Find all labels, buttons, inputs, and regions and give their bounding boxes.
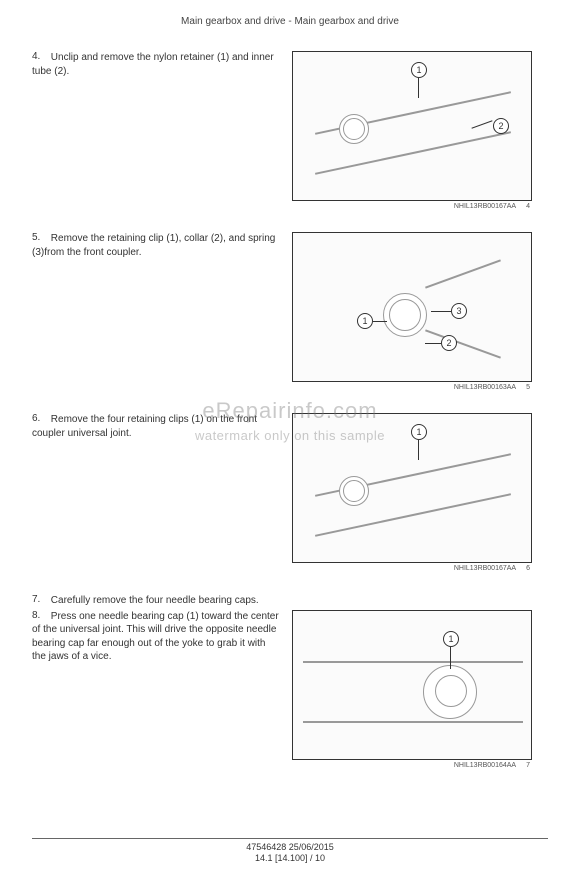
callout-label: 1 xyxy=(357,313,373,329)
footer-line2: 14.1 [14.100] / 10 xyxy=(0,853,580,865)
figure-6: 1 xyxy=(292,413,532,563)
leader-line xyxy=(450,647,451,669)
figure-col: 1 2 NHIL13RB00167AA 4 xyxy=(292,51,532,224)
callout-label: 3 xyxy=(451,303,467,319)
leader-line xyxy=(418,440,419,460)
figure-code: NHIL13RB00163AA xyxy=(454,384,516,391)
figure-code: NHIL13RB00167AA xyxy=(454,203,516,210)
figure-col: 1 NHIL13RB00167AA 6 xyxy=(292,413,532,586)
page-footer: 47546428 25/06/2015 14.1 [14.100] / 10 xyxy=(0,842,580,865)
step-row-8: 8. Press one needle bearing cap (1) towa… xyxy=(32,610,548,783)
figure-5: 1 3 2 xyxy=(292,232,532,382)
step-row-5: 5. Remove the retaining clip (1), collar… xyxy=(32,232,548,405)
footer-line1: 47546428 25/06/2015 xyxy=(0,842,580,854)
figure-caption: NHIL13RB00163AA 5 xyxy=(292,384,532,391)
figure-index: 4 xyxy=(526,203,530,210)
figure-7: 1 xyxy=(292,610,532,760)
step-row-4: 4. Unclip and remove the nylon retainer … xyxy=(32,51,548,224)
callout-label: 1 xyxy=(411,62,427,78)
header-title: Main gearbox and drive - Main gearbox an… xyxy=(181,16,399,27)
callout-label: 2 xyxy=(441,335,457,351)
figure-caption: NHIL13RB00164AA 7 xyxy=(292,762,532,769)
figure-index: 6 xyxy=(526,565,530,572)
figure-code: NHIL13RB00164AA xyxy=(454,762,516,769)
step-number: 7. xyxy=(32,594,48,605)
figure-code: NHIL13RB00167AA xyxy=(454,565,516,572)
step-text-col: 6. Remove the four retaining clips (1) o… xyxy=(32,413,292,440)
step-text-col: 8. Press one needle bearing cap (1) towa… xyxy=(32,610,292,664)
step-number: 6. xyxy=(32,413,48,424)
step-text: Remove the four retaining clips (1) on t… xyxy=(32,414,257,439)
page-header: Main gearbox and drive - Main gearbox an… xyxy=(32,16,548,27)
step-row-6: 6. Remove the four retaining clips (1) o… xyxy=(32,413,548,586)
figure-col: 1 3 2 NHIL13RB00163AA 5 xyxy=(292,232,532,405)
step-text: Remove the retaining clip (1), collar (2… xyxy=(32,233,275,258)
step-number: 8. xyxy=(32,610,48,621)
figure-caption: NHIL13RB00167AA 6 xyxy=(292,565,532,572)
figure-index: 7 xyxy=(526,762,530,769)
leader-line xyxy=(373,321,387,322)
step-number: 5. xyxy=(32,232,48,243)
figure-index: 5 xyxy=(526,384,530,391)
step-number: 4. xyxy=(32,51,48,62)
step-text: Unclip and remove the nylon retainer (1)… xyxy=(32,52,274,77)
leader-line xyxy=(431,311,451,312)
leader-line xyxy=(418,78,419,98)
figure-caption: NHIL13RB00167AA 4 xyxy=(292,203,532,210)
step-row-7: 7. Carefully remove the four needle bear… xyxy=(32,594,548,608)
figure-4: 1 2 xyxy=(292,51,532,201)
step-text: Carefully remove the four needle bearing… xyxy=(51,595,259,606)
figure-col: 1 NHIL13RB00164AA 7 xyxy=(292,610,532,783)
step-text: Press one needle bearing cap (1) toward … xyxy=(32,611,279,663)
leader-line xyxy=(471,120,492,128)
footer-rule xyxy=(32,838,548,839)
callout-label: 1 xyxy=(443,631,459,647)
callout-label: 1 xyxy=(411,424,427,440)
callout-label: 2 xyxy=(493,118,509,134)
step-text-col: 4. Unclip and remove the nylon retainer … xyxy=(32,51,292,78)
step-text-col: 5. Remove the retaining clip (1), collar… xyxy=(32,232,292,259)
step-text-col: 7. Carefully remove the four needle bear… xyxy=(32,594,548,608)
leader-line xyxy=(425,343,441,344)
